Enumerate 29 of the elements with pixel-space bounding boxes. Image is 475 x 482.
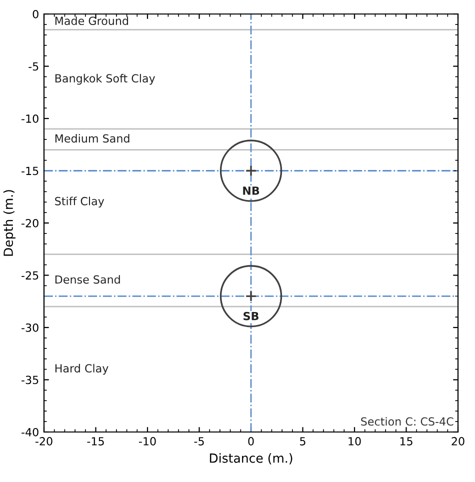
y-tick-label: -25 <box>22 271 38 280</box>
x-tick-label: -10 <box>138 437 156 446</box>
y-tick-label: -5 <box>28 62 38 71</box>
annotation: Hard Clay <box>55 364 108 375</box>
annotation: NB <box>243 186 260 195</box>
x-tick-label: 5 <box>300 437 306 446</box>
annotation: Stiff Clay <box>55 196 104 208</box>
y-tick-label: -15 <box>22 166 38 176</box>
y-tick-label: 0 <box>32 10 38 18</box>
y-tick-label: -30 <box>22 323 38 332</box>
x-tick-label: -20 <box>35 437 52 446</box>
y-tick-label: -40 <box>22 428 38 436</box>
y-tick-label: -20 <box>22 218 38 228</box>
y-tick-label: -10 <box>22 114 38 123</box>
x-tick-label: -15 <box>87 437 104 446</box>
x-tick-label: 15 <box>400 437 412 446</box>
x-tick-label: 0 <box>248 437 254 446</box>
x-tick-label: 10 <box>348 437 361 446</box>
annotation: Dense Sand <box>55 275 120 284</box>
y-tick-label: -35 <box>22 376 38 384</box>
y-axis-title: Depth (m.) <box>3 190 16 256</box>
annotation: Medium Sand <box>55 134 130 143</box>
x-tick-label: 20 <box>452 437 464 446</box>
annotation: Made Ground <box>55 16 128 26</box>
x-axis-title: Distance (m.) <box>210 453 292 464</box>
annotation: Bangkok Soft Clay <box>55 74 156 85</box>
annotation: Section C: CS-4C <box>361 417 454 426</box>
x-tick-label: -5 <box>194 437 204 446</box>
annotation: SB <box>244 312 258 320</box>
